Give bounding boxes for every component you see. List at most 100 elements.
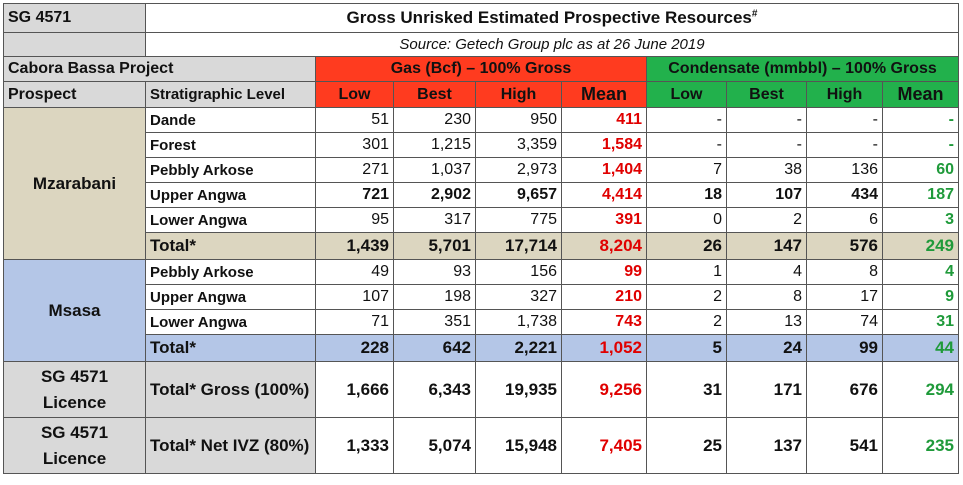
gas-low: 95: [315, 207, 394, 233]
gas-high: 15,948: [475, 417, 562, 474]
cond-mean: 9: [882, 284, 959, 310]
cond-low: 26: [646, 232, 727, 260]
strat-level: Upper Angwa: [145, 284, 316, 310]
strat-level-column-header: Stratigraphic Level: [145, 81, 316, 108]
cond-low: 2: [646, 309, 727, 335]
cond-mean: 4: [882, 259, 959, 285]
cond-high-header: High: [806, 81, 883, 108]
gas-mean-header: Mean: [561, 81, 647, 108]
title-footnote-mark: #: [751, 8, 758, 20]
cond-best: 8: [726, 284, 807, 310]
gas-mean: 1,404: [561, 157, 647, 183]
resources-table-container: SG 4571 Gross Unrisked Estimated Prospec…: [3, 3, 959, 474]
gas-high: 17,714: [475, 232, 562, 260]
gas-mean: 4,414: [561, 182, 647, 208]
cond-high: 434: [806, 182, 883, 208]
strat-level: Lower Angwa: [145, 207, 316, 233]
gas-mean: 391: [561, 207, 647, 233]
cond-best: 107: [726, 182, 807, 208]
cond-mean: 249: [882, 232, 959, 260]
gas-best: 1,215: [393, 132, 476, 158]
licence-gross-label: Total* Gross (100%): [145, 361, 316, 418]
licence-name: SG 4571 Licence: [3, 361, 146, 418]
strat-level: Pebbly Arkose: [145, 157, 316, 183]
gas-best: 5,701: [393, 232, 476, 260]
cond-high: 99: [806, 334, 883, 362]
gas-low: 1,666: [315, 361, 394, 418]
cond-high: 576: [806, 232, 883, 260]
cond-low: 5: [646, 334, 727, 362]
gas-high-header: High: [475, 81, 562, 108]
cond-high: 676: [806, 361, 883, 418]
cond-best: 2: [726, 207, 807, 233]
cond-high: 6: [806, 207, 883, 233]
cond-mean: 294: [882, 361, 959, 418]
table-source: Source: Getech Group plc as at 26 June 2…: [145, 32, 959, 57]
gas-mean: 9,256: [561, 361, 647, 418]
cond-low: 2: [646, 284, 727, 310]
gas-best: 2,902: [393, 182, 476, 208]
gas-high: 1,738: [475, 309, 562, 335]
gas-low: 228: [315, 334, 394, 362]
gas-best: 93: [393, 259, 476, 285]
gas-low: 107: [315, 284, 394, 310]
gas-best: 198: [393, 284, 476, 310]
gas-mean: 1,584: [561, 132, 647, 158]
cond-low: -: [646, 132, 727, 158]
gas-high: 327: [475, 284, 562, 310]
blank-cell: [3, 32, 146, 57]
cond-best: -: [726, 107, 807, 133]
gas-low: 1,439: [315, 232, 394, 260]
licence-name: SG 4571 Licence: [3, 417, 146, 474]
cond-low: 1: [646, 259, 727, 285]
table-title: Gross Unrisked Estimated Prospective Res…: [145, 3, 959, 33]
gas-best: 230: [393, 107, 476, 133]
gas-high: 19,935: [475, 361, 562, 418]
cond-low: 25: [646, 417, 727, 474]
gas-best: 351: [393, 309, 476, 335]
gas-best: 5,074: [393, 417, 476, 474]
gas-mean: 1,052: [561, 334, 647, 362]
licence-net-label: Total* Net IVZ (80%): [145, 417, 316, 474]
cond-best: 147: [726, 232, 807, 260]
gas-mean: 8,204: [561, 232, 647, 260]
cond-high: 8: [806, 259, 883, 285]
gas-high: 2,221: [475, 334, 562, 362]
cond-high: 541: [806, 417, 883, 474]
strat-level: Pebbly Arkose: [145, 259, 316, 285]
cond-low: -: [646, 107, 727, 133]
cond-mean: 31: [882, 309, 959, 335]
cond-mean: 235: [882, 417, 959, 474]
cond-mean: 44: [882, 334, 959, 362]
gas-best-header: Best: [393, 81, 476, 108]
gas-low: 1,333: [315, 417, 394, 474]
gas-best: 317: [393, 207, 476, 233]
gas-low: 51: [315, 107, 394, 133]
cond-low: 31: [646, 361, 727, 418]
cond-low: 0: [646, 207, 727, 233]
cond-mean: 60: [882, 157, 959, 183]
prospect-msasa: Msasa: [3, 259, 146, 362]
cond-best-header: Best: [726, 81, 807, 108]
gas-best: 642: [393, 334, 476, 362]
cond-best: 171: [726, 361, 807, 418]
gas-mean: 411: [561, 107, 647, 133]
cond-mean: -: [882, 132, 959, 158]
total-label: Total*: [145, 232, 316, 260]
gas-best: 6,343: [393, 361, 476, 418]
cond-low: 18: [646, 182, 727, 208]
cond-high: 17: [806, 284, 883, 310]
strat-level: Upper Angwa: [145, 182, 316, 208]
cond-best: 38: [726, 157, 807, 183]
gas-high: 3,359: [475, 132, 562, 158]
gas-mean: 99: [561, 259, 647, 285]
total-label: Total*: [145, 334, 316, 362]
cond-best: -: [726, 132, 807, 158]
strat-level: Dande: [145, 107, 316, 133]
gas-low: 721: [315, 182, 394, 208]
cond-mean: 3: [882, 207, 959, 233]
project-name: Cabora Bassa Project: [3, 56, 316, 82]
cond-best: 137: [726, 417, 807, 474]
condensate-group-header: Condensate (mmbbl) – 100% Gross: [646, 56, 959, 82]
gas-high: 156: [475, 259, 562, 285]
